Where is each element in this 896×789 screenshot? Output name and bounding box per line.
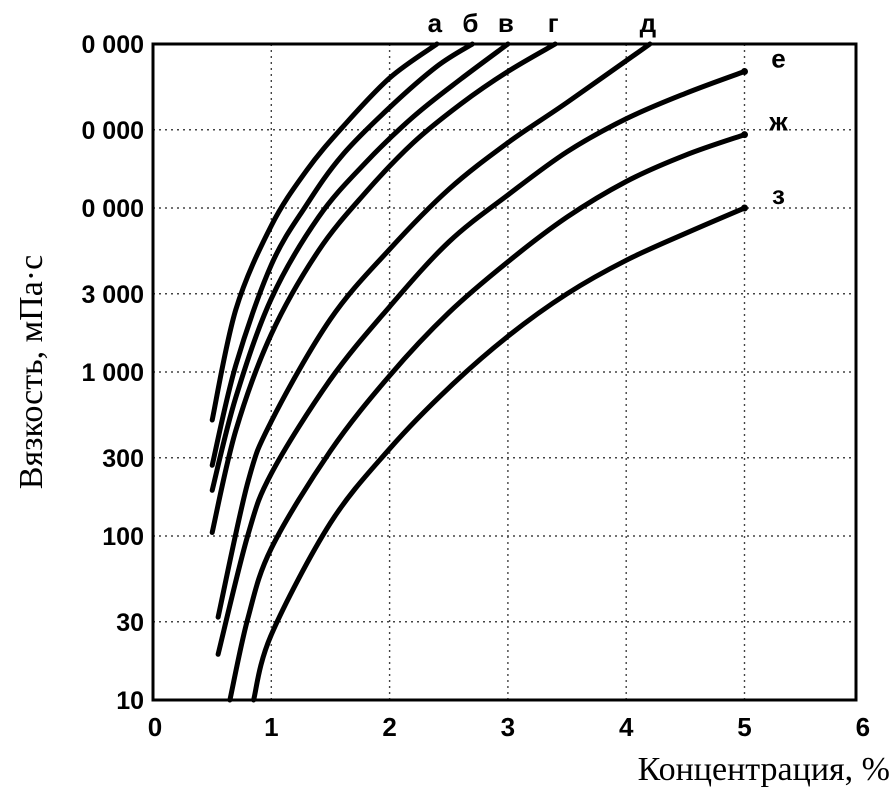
y-tick-label: 30 (116, 609, 144, 637)
series-label: а (428, 8, 443, 38)
x-axis-label: Концентрация, % (638, 751, 890, 788)
series-curve-7 (227, 132, 747, 703)
series-curve-6 (215, 69, 747, 657)
series-label: е (771, 43, 785, 73)
y-tick-label: 0 000 (81, 117, 144, 145)
series-curves (209, 41, 748, 703)
grid (153, 44, 856, 700)
x-tick-label: 2 (382, 712, 396, 742)
series-label: ж (768, 107, 788, 137)
y-tick-label: 0 000 (81, 195, 144, 223)
series-end-marker (741, 67, 748, 75)
series-label: з (772, 180, 785, 210)
x-tick-label: 5 (737, 712, 751, 742)
series-curve-2 (209, 41, 475, 468)
series-curve-1 (209, 41, 440, 423)
x-tick-label: 6 (856, 712, 870, 742)
series-curve-4 (209, 41, 558, 535)
series-label: г (548, 8, 559, 38)
y-tick-label: 3 000 (81, 281, 144, 309)
series-label: б (462, 8, 478, 38)
series-end-marker (741, 131, 748, 139)
series-curve-8 (251, 205, 747, 703)
y-tick-label: 300 (102, 445, 144, 473)
y-tick-label: 0 000 (81, 31, 144, 59)
series-label: в (498, 8, 514, 38)
y-axis-ticks: 10 30 100 300 1 000 3 000 0 000 0 000 0 000 (81, 31, 144, 715)
x-axis-ticks: 0 1 2 3 4 5 6 (148, 712, 870, 742)
x-tick-label: 0 (148, 712, 162, 742)
series-curve-5 (215, 41, 653, 620)
y-axis-label: Вязкость, мПа·с (13, 255, 50, 489)
y-tick-label: 100 (102, 523, 144, 551)
x-tick-label: 3 (501, 712, 515, 742)
y-tick-label: 10 (116, 687, 144, 715)
series-labels: а б в г д е ж з (428, 8, 789, 210)
series-curve-3 (209, 41, 511, 493)
x-tick-label: 4 (619, 712, 634, 742)
y-tick-label: 1 000 (81, 359, 144, 387)
series-label: д (640, 8, 657, 38)
x-tick-label: 1 (264, 712, 278, 742)
series-end-marker (741, 204, 748, 212)
